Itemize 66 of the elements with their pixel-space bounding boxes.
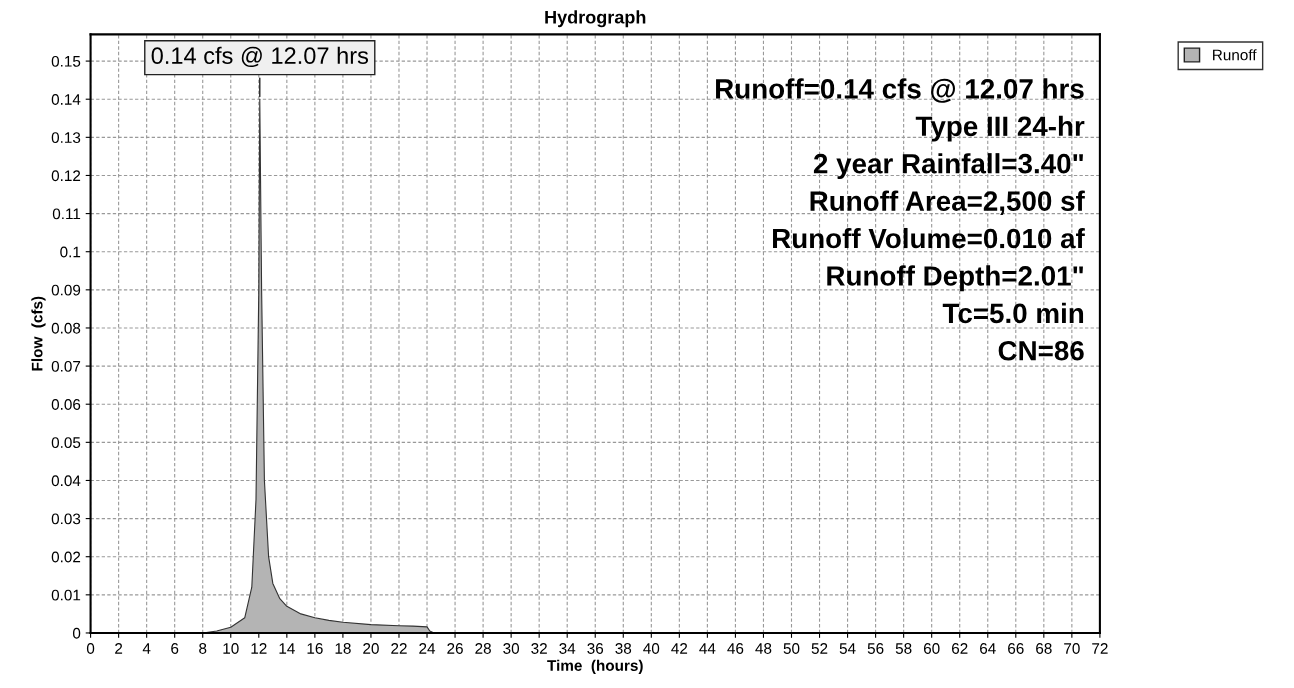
x-tick-label: 2 — [115, 643, 123, 654]
x-tick-label: 28 — [475, 643, 491, 654]
x-tick-label: 72 — [1092, 643, 1108, 654]
y-tick-label: 0.08 — [51, 322, 81, 334]
x-tick-label: 20 — [363, 643, 379, 654]
x-tick-label: 32 — [531, 643, 547, 654]
x-tick-label: 18 — [335, 643, 351, 654]
x-tick-label: 26 — [447, 643, 463, 654]
x-tick-label: 48 — [755, 643, 772, 654]
annotation: Runoff Volume=0.010 af — [773, 227, 1085, 249]
y-tick-label: 0.04 — [51, 475, 81, 487]
y-tick-label: 0.02 — [51, 551, 81, 563]
x-tick-label: 52 — [811, 643, 828, 654]
y-tick-label: 0 — [72, 627, 81, 639]
y-tick-label: 0.11 — [52, 208, 81, 220]
x-tick-label: 22 — [391, 643, 407, 654]
x-tick-label: 30 — [503, 643, 520, 654]
annotation: Runoff Area=2,500 sf — [810, 190, 1085, 215]
x-tick-label: 8 — [199, 643, 207, 654]
x-tick-label: 36 — [587, 643, 604, 654]
y-tick-label: 0.12 — [51, 170, 81, 182]
x-tick-label: 54 — [839, 643, 856, 654]
y-tick-label: 0.05 — [51, 437, 81, 449]
x-tick-label: 10 — [223, 643, 239, 654]
x-tick-label: 70 — [1064, 643, 1080, 654]
y-tick-label: 0.01 — [51, 589, 81, 601]
y-tick-label: 0.1 — [60, 246, 81, 258]
x-tick-label: 14 — [279, 643, 295, 654]
x-tick-label: 50 — [783, 643, 800, 654]
annotation: 0.14 cfs @ 12.07 hrs — [151, 46, 369, 68]
y-tick-label: 0.13 — [51, 132, 81, 144]
y-tick-label: 0.07 — [51, 360, 81, 372]
y-tick-label: 0.14 — [51, 94, 81, 105]
annotation: Type III 24-hr — [915, 115, 1085, 142]
x-tick-label: 4 — [142, 643, 151, 654]
x-tick-label: 42 — [671, 643, 688, 654]
y-tick-label: 0.06 — [51, 399, 81, 410]
x-tick-label: 44 — [699, 643, 716, 654]
x-tick-label: 46 — [727, 643, 744, 654]
x-axis-title: Time (hours) — [547, 659, 643, 674]
x-tick-label: 38 — [615, 643, 632, 654]
x-tick-label: 40 — [643, 643, 660, 654]
annotation: 2 year Rainfall=3.40" — [813, 153, 1083, 180]
annotation: CN=86 — [998, 340, 1084, 361]
x-tick-label: 34 — [559, 643, 576, 654]
x-tick-label: 66 — [1008, 643, 1024, 654]
x-tick-label: 64 — [980, 643, 996, 654]
annotation: Runoff Depth=2.01" — [827, 265, 1083, 292]
y-axis-title: Flow (cfs) — [31, 296, 46, 371]
x-tick-label: 58 — [895, 643, 912, 654]
y-tick-label: 0.03 — [51, 513, 81, 525]
chart-title: Hydrograph — [545, 10, 646, 28]
x-tick-label: 24 — [419, 643, 436, 654]
x-tick-label: 6 — [171, 643, 179, 654]
annotation: Runoff=0.14 cfs @ 12.07 hrs — [716, 78, 1084, 103]
x-tick-label: 16 — [307, 643, 323, 654]
x-tick-label: 62 — [952, 643, 968, 654]
annotation: Tc=5.0 min — [942, 302, 1084, 324]
x-tick-label: 60 — [923, 643, 940, 654]
x-tick-label: 56 — [867, 643, 884, 654]
legend-label: Runoff — [1213, 49, 1257, 61]
x-tick-label: 68 — [1036, 643, 1052, 654]
x-tick-label: 0 — [86, 643, 95, 654]
x-tick-label: 12 — [251, 643, 267, 654]
y-tick-label: 0.09 — [51, 284, 81, 296]
y-tick-label: 0.15 — [51, 55, 81, 67]
